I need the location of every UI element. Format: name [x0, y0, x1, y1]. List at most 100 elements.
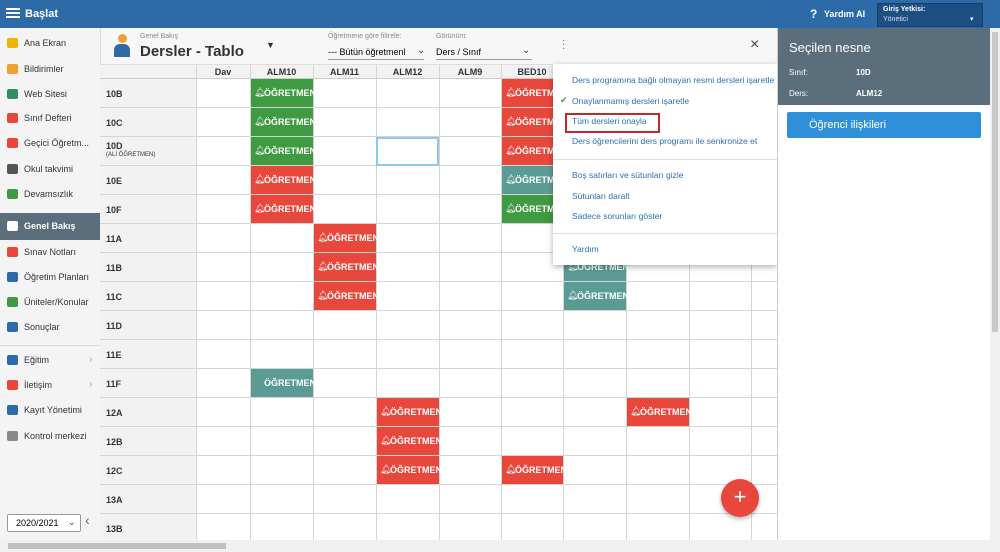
- button[interactable]: Öğrenci ilişkileri: [787, 112, 981, 138]
- row-label: 11F: [106, 379, 122, 389]
- col-line: [196, 65, 197, 540]
- bell-icon: 🔔︎: [505, 145, 517, 155]
- nav-item[interactable]: Okul takvimi: [24, 164, 74, 174]
- lesson-cell[interactable]: 🔔︎ ÖĞRETMEN: [377, 427, 442, 455]
- selected-cell[interactable]: [376, 137, 439, 166]
- row-sublabel: (ALİ ÖĞRETMEN): [106, 152, 156, 158]
- nav-item[interactable]: Üniteler/Konular: [24, 297, 89, 307]
- cell-text: ÖĞRETMEN: [264, 88, 317, 98]
- menu-item[interactable]: Boş satırları ve sütunları gizle: [572, 170, 684, 180]
- lesson-cell[interactable]: 🔔︎ ÖĞRETMEN: [502, 195, 567, 223]
- nav-item[interactable]: Kayıt Yönetimi: [24, 405, 82, 415]
- lesson-cell[interactable]: 🔔︎ ÖĞRETMEN: [251, 166, 317, 194]
- row-label: 13A: [106, 495, 123, 505]
- nav-item[interactable]: Sınıf Defteri: [24, 113, 72, 123]
- column-header: Dav: [214, 67, 232, 77]
- lesson-cell[interactable]: 🔔︎ ÖĞRETMEN: [627, 398, 692, 426]
- kebab[interactable]: · · ·: [562, 35, 566, 54]
- nav-item[interactable]: Devamsızlık: [24, 189, 74, 199]
- col-line: [689, 65, 690, 540]
- nav-item[interactable]: Sonuçlar: [24, 322, 60, 332]
- menu-item[interactable]: Sütunları daralt: [572, 191, 630, 201]
- nav-item[interactable]: Eğitim: [24, 355, 50, 365]
- h-scrollbar[interactable]: [0, 540, 1000, 552]
- row-head: [100, 108, 196, 137]
- nav-item[interactable]: İletişim: [24, 380, 53, 390]
- lesson-cell[interactable]: 🔔︎ ÖĞRETMEN: [314, 253, 380, 281]
- help-icon[interactable]: ?: [810, 7, 818, 21]
- lesson-cell[interactable]: 🔔︎ ÖĞRETMEN: [251, 108, 316, 136]
- nav-item[interactable]: Genel Bakış: [24, 221, 76, 231]
- nav-item[interactable]: Geçici Öğretm...: [24, 138, 90, 148]
- year-select[interactable]: 2020/2021 ⌄: [7, 514, 81, 532]
- start[interactable]: Başlat: [25, 8, 59, 20]
- bell-icon: 🔔︎: [254, 203, 266, 213]
- dropdown-menu: Ders programına bağlı olmayan resmi ders…: [553, 64, 777, 265]
- title-caret[interactable]: ▼: [266, 40, 275, 50]
- bell-icon: 🔔︎: [254, 87, 266, 97]
- row-line: [100, 513, 777, 514]
- lesson-cell[interactable]: 🔔︎ ÖĞRETMEN: [251, 79, 317, 107]
- nav-item[interactable]: Öğretim Planları: [24, 272, 90, 282]
- lesson-cell[interactable]: 🔔︎ ÖĞRETMEN: [251, 137, 316, 165]
- bell-icon: 🔔︎: [505, 174, 517, 184]
- role-box[interactable]: Giriş Yetkisi: Yönetici ▾: [877, 3, 983, 27]
- cell-text: ÖĞRETMEN: [515, 146, 568, 156]
- col-line: [313, 65, 314, 540]
- collapse[interactable]: ‹: [85, 512, 90, 528]
- nav-item[interactable]: Ana Ekran: [24, 38, 67, 48]
- lesson-cell[interactable]: 🔔︎ ÖĞRETMEN: [502, 137, 567, 165]
- cell-text: ÖĞRETMEN: [390, 407, 443, 417]
- close[interactable]: ×: [750, 36, 760, 53]
- lesson-cell[interactable]: 🔔︎ ÖĞRETMEN: [314, 282, 379, 310]
- bell-icon: 🔔︎: [505, 203, 517, 213]
- row-line: [100, 223, 777, 224]
- cell-text: ÖĞRETMEN: [515, 88, 568, 98]
- col-line: [563, 65, 564, 540]
- menu-item[interactable]: Sadece sorunları göster: [572, 211, 663, 221]
- lesson-cell[interactable]: 🔔︎ ÖĞRETMEN: [502, 166, 567, 194]
- nav-item[interactable]: Kontrol merkezi: [24, 431, 87, 441]
- add-button[interactable]: +: [721, 479, 759, 517]
- lesson-cell[interactable]: 🔔︎ ÖĞRETMEN: [564, 282, 629, 310]
- menu-item[interactable]: Ders programına bağlı olmayan resmi ders…: [572, 75, 775, 85]
- row-label: 10B: [106, 89, 123, 99]
- menu-item[interactable]: Tüm dersleri onayla: [572, 116, 647, 126]
- lesson-cell[interactable]: 🔔︎ ÖĞRETMEN: [377, 456, 443, 484]
- cell-text: ÖĞRETMEN: [264, 175, 317, 185]
- field-value: ALM12: [856, 89, 883, 98]
- menu-item[interactable]: Ders öğrencilerini ders programı ile sen…: [572, 136, 758, 146]
- bell-icon: 🔔︎: [254, 174, 266, 184]
- lesson-cell[interactable]: 🔔︎ ÖĞRETMEN: [251, 195, 317, 223]
- nav-item[interactable]: Web Sitesi: [24, 89, 67, 99]
- lesson-cell[interactable]: 🔔︎ ÖĞRETMEN: [502, 79, 567, 107]
- row-line: [100, 107, 777, 108]
- lesson-cell[interactable]: 🔔︎ ÖĞRETMEN: [314, 224, 379, 252]
- cell-text: ÖĞRETMEN: [515, 465, 568, 475]
- menu-item[interactable]: Onaylanmamış dersleri işaretle: [572, 96, 690, 106]
- col-line: [376, 65, 377, 540]
- help[interactable]: Yardım AI: [824, 9, 866, 19]
- col-line: [626, 65, 627, 540]
- separator: [553, 159, 777, 160]
- cell-text: ÖĞRETMEN: [327, 262, 380, 272]
- sidebar: 2020/2021 ⌄ ‹ Ana Ekran Bildirimler Web Si…: [0, 28, 101, 540]
- cell-text: ÖĞRETMEN: [264, 204, 317, 214]
- row-line: [100, 194, 777, 195]
- row-label: 11B: [106, 263, 123, 273]
- lesson-cell[interactable]: ÖĞRETMEN: [251, 369, 316, 397]
- menu-icon[interactable]: [6, 8, 20, 10]
- caret: ▾: [970, 16, 974, 23]
- filter-select[interactable]: --- Bütün öğretmenl: [328, 47, 424, 60]
- check: ✔: [560, 95, 568, 105]
- nav-item[interactable]: Bildirimler: [24, 64, 64, 74]
- v-scrollbar[interactable]: [990, 28, 1000, 540]
- cell-text: ÖĞRETMEN: [390, 465, 443, 475]
- nav-item[interactable]: Sınav Notları: [24, 247, 77, 257]
- menu-item[interactable]: Yardım: [572, 244, 599, 254]
- view-select[interactable]: Ders / Sınıf: [436, 47, 532, 60]
- lesson-cell[interactable]: 🔔︎ ÖĞRETMEN: [502, 456, 567, 484]
- lesson-cell[interactable]: 🔔︎ ÖĞRETMEN: [377, 398, 443, 426]
- lesson-cell[interactable]: 🔔︎ ÖĞRETMEN: [502, 108, 567, 136]
